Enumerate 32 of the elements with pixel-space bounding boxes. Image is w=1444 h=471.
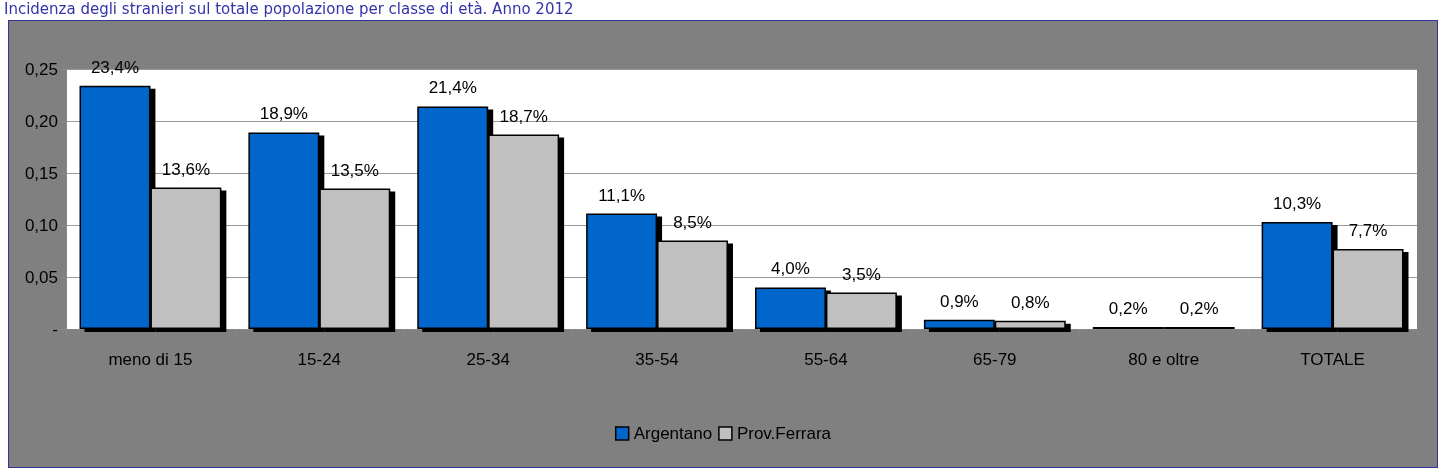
data-label: 0,2% [1179,298,1219,318]
x-tick-label: 25-34 [466,350,510,369]
data-label: 0,8% [1010,292,1050,312]
legend-label: Prov.Ferrara [736,424,832,443]
data-label: 0,9% [939,291,979,311]
x-tick-label: 65-79 [973,350,1017,369]
y-tick-label: 0,20 [24,111,58,131]
data-label: 21,4% [428,78,477,98]
y-tick-label: - [52,319,58,339]
x-tick-label: TOTALE [1300,350,1365,369]
data-label: 10,3% [1273,193,1322,213]
data-label: 11,1% [598,185,646,205]
x-tick-label: meno di 15 [108,350,193,369]
x-tick-label: 35-54 [635,350,679,369]
data-label: 4,0% [771,259,810,279]
x-tick-label: 80 e oltre [1128,350,1200,369]
data-label: 18,9% [259,104,308,124]
data-label: 18,7% [499,106,548,126]
y-tick-label: 0,10 [24,215,58,235]
chart-title: Incidenza degli stranieri sul totale popolazione per classe di età. Anno 2012 [4,0,574,18]
data-label: 3,5% [842,264,881,284]
x-tick-label: 15-24 [297,350,342,369]
data-label: 13,6% [161,159,210,179]
y-tick-label: 0,25 [24,59,58,79]
y-tick-label: 0,15 [24,163,58,183]
data-label: 7,7% [1348,220,1388,240]
x-tick-label: 55-64 [804,350,848,369]
data-label: 13,5% [330,160,379,180]
data-label: 0,2% [1108,298,1148,318]
y-tick-label: 0,05 [24,267,58,287]
data-label: 8,5% [673,212,712,232]
legend-label: Argentano [633,424,713,443]
